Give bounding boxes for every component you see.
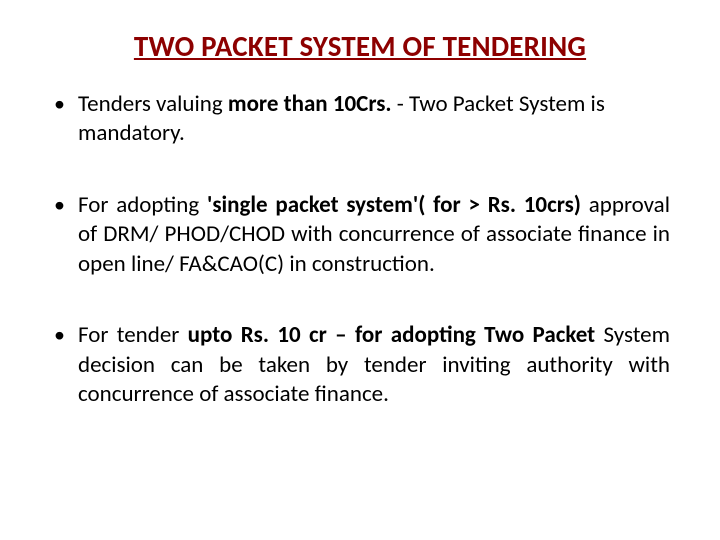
bullet-list: Tenders valuing more than 10Crs. - Two P… — [50, 90, 670, 410]
bullet-item: For adopting 'single packet system'( for… — [50, 191, 670, 279]
bullet-text-pre: Tenders valuing — [78, 90, 228, 118]
bullet-text-bold: 'single packet system'( for > Rs. 10crs) — [207, 191, 589, 219]
bullet-text-pre: For adopting — [78, 191, 207, 219]
bullet-text-pre: For tender — [78, 321, 188, 349]
bullet-text-bold: more than 10Crs. — [228, 90, 397, 118]
bullet-text-bold: upto Rs. 10 cr – for adopting Two Packet — [188, 321, 604, 349]
bullet-item: For tender upto Rs. 10 cr – for adopting… — [50, 321, 670, 409]
slide-title: TWO PACKET SYSTEM OF TENDERING — [50, 28, 670, 64]
bullet-item: Tenders valuing more than 10Crs. - Two P… — [50, 90, 670, 149]
